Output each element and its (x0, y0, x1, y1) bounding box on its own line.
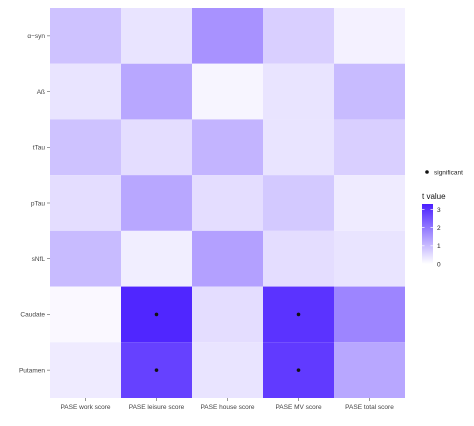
heatmap-cell (334, 230, 405, 287)
x-tick-label: PASE work score (60, 404, 110, 411)
heatmap-cell (50, 175, 121, 231)
heatmap-cell (50, 230, 121, 287)
heatmap-cell (192, 286, 263, 343)
heatmap-cell (192, 63, 263, 120)
heatmap-cell (50, 119, 121, 176)
heatmap-cell (50, 63, 121, 120)
heatmap-cell (192, 175, 263, 231)
heatmap-cell (50, 342, 121, 398)
significance-markers (154, 312, 301, 372)
y-tick-label: Putamen (19, 367, 45, 374)
heatmap-cell (263, 8, 334, 64)
heatmap-cell (121, 175, 192, 231)
colorbar (422, 204, 433, 264)
y-tick-label: Aß (37, 89, 45, 96)
x-tick-label: PASE house score (200, 404, 254, 411)
heatmap-cell (50, 286, 121, 343)
y-tick-label: pTau (31, 200, 45, 207)
significance-marker (154, 368, 159, 372)
y-tick-label: sNfL (32, 256, 46, 263)
heatmap-cell (121, 8, 192, 64)
y-tick-label: α−syn (27, 33, 45, 40)
heatmap-cell (192, 8, 263, 64)
legend-significant-marker (425, 170, 429, 174)
heatmap-cell (263, 63, 334, 120)
colorbar-title: t value (422, 192, 446, 201)
x-tick-label: PASE leisure score (129, 404, 185, 411)
heatmap-cell (334, 8, 405, 64)
x-axis: PASE work score PASE leisure score PASE ho… (60, 398, 394, 411)
heatmap-cell (121, 119, 192, 176)
heatmap-cell (192, 119, 263, 176)
heatmap-cell (121, 63, 192, 120)
heatmap-cells (50, 8, 405, 398)
heatmap-cell (334, 286, 405, 343)
significance-marker (296, 312, 301, 317)
colorbar-tick-label: 0 (437, 261, 441, 268)
x-tick-label: PASE total score (345, 404, 394, 411)
heatmap-cell (334, 63, 405, 120)
heatmap-cell (263, 119, 334, 176)
colorbar-tick-label: 2 (437, 225, 441, 232)
heatmap-cell (334, 342, 405, 398)
x-tick-label: PASE MV score (275, 404, 322, 411)
heatmap-cell (334, 175, 405, 231)
legend-significant-label: significant (434, 170, 463, 177)
heatmap-cell (192, 230, 263, 287)
significance-marker (296, 368, 301, 372)
colorbar-tick-label: 1 (437, 243, 441, 250)
colorbar-tick-label: 3 (437, 207, 441, 214)
colorbar-ticks: 0 1 2 3 (422, 207, 441, 268)
y-axis: α−syn Aß tTau pTau sNfL Caudate Putamen (19, 33, 50, 374)
significance-marker (154, 312, 159, 317)
heatmap-cell (121, 230, 192, 287)
heatmap-cell (50, 8, 121, 64)
heatmap-cell (334, 119, 405, 176)
heatmap-cell (192, 342, 263, 398)
heatmap-cell (263, 175, 334, 231)
y-tick-label: tTau (33, 145, 46, 152)
legend: significant t value 0 1 2 3 (422, 170, 463, 268)
heatmap-cell (263, 230, 334, 287)
y-tick-label: Caudate (20, 312, 45, 319)
